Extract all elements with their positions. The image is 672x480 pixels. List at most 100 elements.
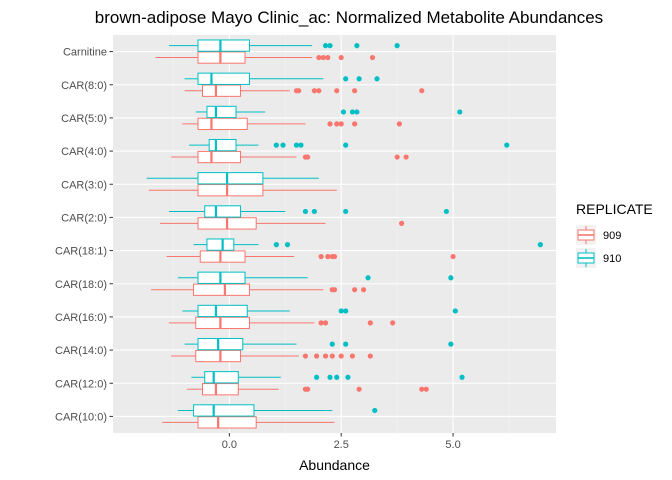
outlier-point xyxy=(343,341,349,347)
outlier-point xyxy=(354,109,360,115)
outlier-point xyxy=(343,142,349,148)
box-909-3 xyxy=(171,150,409,164)
outlier-point xyxy=(327,121,333,127)
box-910-3 xyxy=(189,138,510,152)
outlier-point xyxy=(298,142,304,148)
outlier-point xyxy=(316,88,322,94)
outlier-point xyxy=(305,386,311,392)
outlier-point xyxy=(338,54,344,61)
box-iqr xyxy=(206,238,235,251)
outlier-point xyxy=(273,142,279,148)
outlier-point xyxy=(327,43,333,49)
outlier-point xyxy=(311,208,317,215)
box-iqr xyxy=(197,337,244,351)
outlier-point xyxy=(457,109,463,115)
box-iqr xyxy=(197,117,248,131)
box-910-5 xyxy=(168,205,449,218)
box-910-2 xyxy=(195,105,463,119)
box-909-6 xyxy=(166,250,456,263)
box-iqr xyxy=(195,316,250,330)
box-layer xyxy=(146,39,543,429)
outlier-point xyxy=(293,142,300,148)
y-tick-label: CAR(3:0) xyxy=(61,179,107,191)
box-910-8 xyxy=(182,304,458,318)
y-tick-label: CAR(14:0) xyxy=(55,345,107,357)
box-909-4 xyxy=(148,184,337,197)
outlier-point xyxy=(302,353,309,359)
x-tick-label: 0.0 xyxy=(222,439,237,451)
box-iqr xyxy=(197,150,242,164)
outlier-point xyxy=(318,320,324,326)
outlier-point xyxy=(367,353,373,359)
box-iqr xyxy=(193,283,250,296)
outlier-point xyxy=(325,253,331,260)
outlier-point xyxy=(352,287,358,293)
grid-lines xyxy=(113,35,556,433)
outlier-point xyxy=(459,374,465,380)
outlier-point xyxy=(338,308,344,314)
outlier-point xyxy=(365,275,371,281)
box-910-1 xyxy=(184,72,380,85)
outlier-point xyxy=(340,109,347,115)
outlier-point xyxy=(343,208,349,215)
box-iqr xyxy=(206,105,237,119)
box-909-5 xyxy=(159,217,405,230)
outlier-point xyxy=(394,154,400,160)
y-tick-label: CAR(4:0) xyxy=(61,146,107,158)
outlier-point xyxy=(334,88,340,94)
outlier-point xyxy=(343,308,349,314)
box-iqr xyxy=(204,371,239,384)
box-910-11 xyxy=(177,404,378,417)
outlier-point xyxy=(419,88,425,94)
box-iqr xyxy=(197,184,264,197)
box-910-6 xyxy=(193,238,543,251)
outlier-point xyxy=(356,386,362,392)
outlier-point xyxy=(334,374,340,380)
box-iqr xyxy=(201,383,239,396)
outlier-point xyxy=(329,341,335,347)
outlier-point xyxy=(403,154,409,160)
outlier-point xyxy=(354,43,360,49)
outlier-point xyxy=(396,121,402,127)
box-909-7 xyxy=(151,283,367,296)
outlier-point xyxy=(448,341,454,347)
box-iqr xyxy=(197,39,250,52)
outlier-point xyxy=(334,121,340,127)
y-tick-label: CAR(12:0) xyxy=(55,378,107,390)
outlier-point xyxy=(356,76,362,82)
outlier-point xyxy=(302,208,309,215)
x-tick-label: 2.5 xyxy=(334,439,349,451)
outlier-point xyxy=(284,242,291,248)
outlier-point xyxy=(273,242,279,248)
outlier-point xyxy=(419,386,425,392)
outlier-point xyxy=(322,43,329,49)
outlier-point xyxy=(338,121,344,127)
outlier-point xyxy=(360,287,367,293)
outlier-point xyxy=(296,88,302,94)
outlier-point xyxy=(331,287,338,293)
box-iqr xyxy=(197,304,248,318)
outlier-point xyxy=(394,43,400,49)
box-iqr xyxy=(197,51,246,64)
y-tick-label: CAR(8:0) xyxy=(61,80,107,92)
outlier-point xyxy=(452,308,458,314)
x-axis: 0.0 2.5 5.0 xyxy=(222,433,461,451)
outlier-point xyxy=(322,353,329,359)
outlier-point xyxy=(305,154,311,160)
box-iqr xyxy=(204,205,242,218)
outlier-point xyxy=(390,320,396,326)
box-909-2 xyxy=(182,117,402,131)
chart-title: brown-adipose Mayo Clinic_ac: Normalized… xyxy=(95,8,603,27)
legend: REPLICATE 909 910 xyxy=(576,201,653,268)
box-iqr xyxy=(208,138,237,152)
box-909-1 xyxy=(184,84,425,97)
box-iqr xyxy=(193,404,255,417)
box-iqr xyxy=(197,172,264,185)
outlier-point xyxy=(329,353,335,359)
box-iqr xyxy=(201,84,242,97)
y-tick-label: CAR(5:0) xyxy=(61,113,107,125)
outlier-point xyxy=(399,220,405,226)
outlier-point xyxy=(325,54,331,61)
outlier-point xyxy=(322,320,329,326)
outlier-point xyxy=(450,253,456,260)
